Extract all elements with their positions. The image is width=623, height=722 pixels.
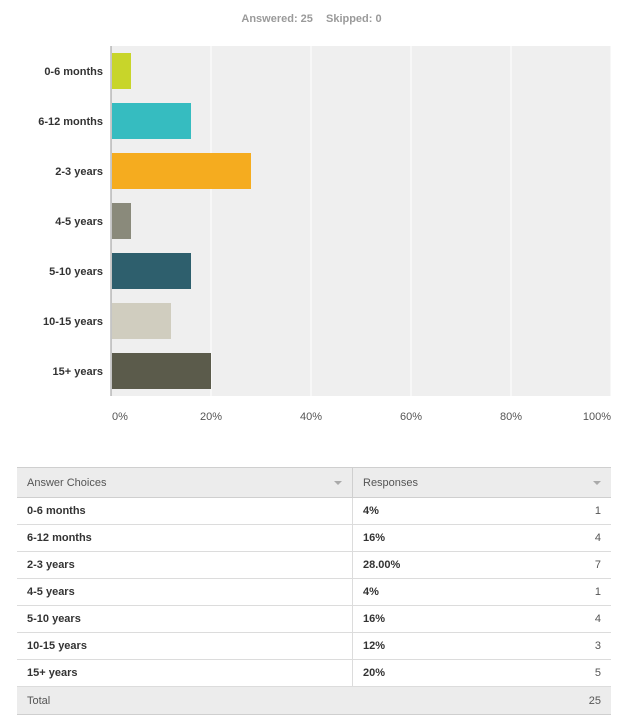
category-label: 0-6 months	[44, 66, 103, 78]
table-row: 6-12 months 16% 4	[17, 524, 611, 552]
bar[interactable]	[112, 203, 131, 239]
response-percent-cell: 12%	[352, 632, 523, 660]
answer-choice-cell: 10-15 years	[17, 632, 353, 660]
response-count-cell: 4	[523, 605, 611, 633]
category-label: 6-12 months	[38, 116, 103, 128]
x-tick-label: 20%	[200, 411, 222, 423]
table-body: 0-6 months 4% 1 6-12 months 16% 4 2-3 years 28.…	[17, 497, 611, 715]
response-percent-cell: 16%	[352, 605, 523, 633]
response-percent-cell: 4%	[352, 497, 523, 525]
response-percent-cell: 16%	[352, 524, 523, 552]
x-tick-label: 60%	[400, 411, 422, 423]
answered-count: Answered: 25	[241, 13, 313, 25]
x-tick-label: 40%	[300, 411, 322, 423]
responses-header[interactable]: Responses	[352, 467, 611, 498]
total-spacer	[352, 686, 523, 715]
x-tick-label: 100%	[583, 411, 611, 423]
answer-choices-header[interactable]: Answer Choices	[17, 467, 353, 498]
sort-arrow-icon[interactable]	[593, 481, 601, 485]
total-row: Total 25	[17, 686, 611, 715]
answer-choice-cell: 0-6 months	[17, 497, 353, 525]
table-row: 15+ years 20% 5	[17, 659, 611, 687]
bar[interactable]	[112, 303, 171, 339]
answer-choices-header-label: Answer Choices	[27, 476, 107, 489]
total-count: 25	[523, 686, 611, 715]
bar[interactable]	[112, 253, 191, 289]
category-labels: 0-6 months 6-12 months 2-3 years 4-5 years 5…	[38, 66, 103, 378]
plot-area	[111, 46, 611, 396]
results-table: Answer Choices Responses 0-6 months 4% 1 6-…	[17, 467, 611, 715]
bar[interactable]	[112, 53, 131, 89]
response-count-cell: 1	[523, 578, 611, 606]
skipped-count: Skipped: 0	[325, 13, 382, 25]
table-row: 4-5 years 4% 1	[17, 578, 611, 606]
bar[interactable]	[112, 103, 191, 139]
bar-chart: 0-6 months 6-12 months 2-3 years 4-5 years 5…	[38, 46, 612, 423]
category-label: 2-3 years	[55, 166, 103, 178]
answer-choice-cell: 15+ years	[17, 659, 353, 687]
response-summary: Answered: 25 Skipped: 0	[0, 13, 623, 25]
response-percent-cell: 4%	[352, 578, 523, 606]
table-header-row: Answer Choices Responses	[17, 467, 611, 498]
total-label: Total	[17, 686, 353, 715]
response-count-cell: 7	[523, 551, 611, 579]
response-count-cell: 5	[523, 659, 611, 687]
response-percent-cell: 28.00%	[352, 551, 523, 579]
category-label: 5-10 years	[49, 266, 103, 278]
gridlines	[110, 46, 612, 396]
category-label: 15+ years	[53, 366, 103, 378]
x-tick-label: 0%	[112, 411, 128, 423]
answer-choice-cell: 2-3 years	[17, 551, 353, 579]
bar[interactable]	[112, 353, 211, 389]
response-percent-cell: 20%	[352, 659, 523, 687]
bars	[112, 53, 251, 389]
table-row: 5-10 years 16% 4	[17, 605, 611, 633]
response-count-cell: 4	[523, 524, 611, 552]
category-label: 4-5 years	[55, 216, 103, 228]
response-count-cell: 3	[523, 632, 611, 660]
answer-choice-cell: 6-12 months	[17, 524, 353, 552]
x-tick-label: 80%	[500, 411, 522, 423]
answer-choice-cell: 5-10 years	[17, 605, 353, 633]
x-tick-labels: 0% 20% 40% 60% 80% 100%	[112, 411, 611, 423]
table-row: 10-15 years 12% 3	[17, 632, 611, 660]
responses-header-label: Responses	[363, 476, 419, 489]
answer-choice-cell: 4-5 years	[17, 578, 353, 606]
table-row: 2-3 years 28.00% 7	[17, 551, 611, 579]
bar[interactable]	[112, 153, 251, 189]
category-label: 10-15 years	[43, 316, 103, 328]
sort-arrow-icon[interactable]	[334, 481, 342, 485]
table-row: 0-6 months 4% 1	[17, 497, 611, 525]
response-count-cell: 1	[523, 497, 611, 525]
